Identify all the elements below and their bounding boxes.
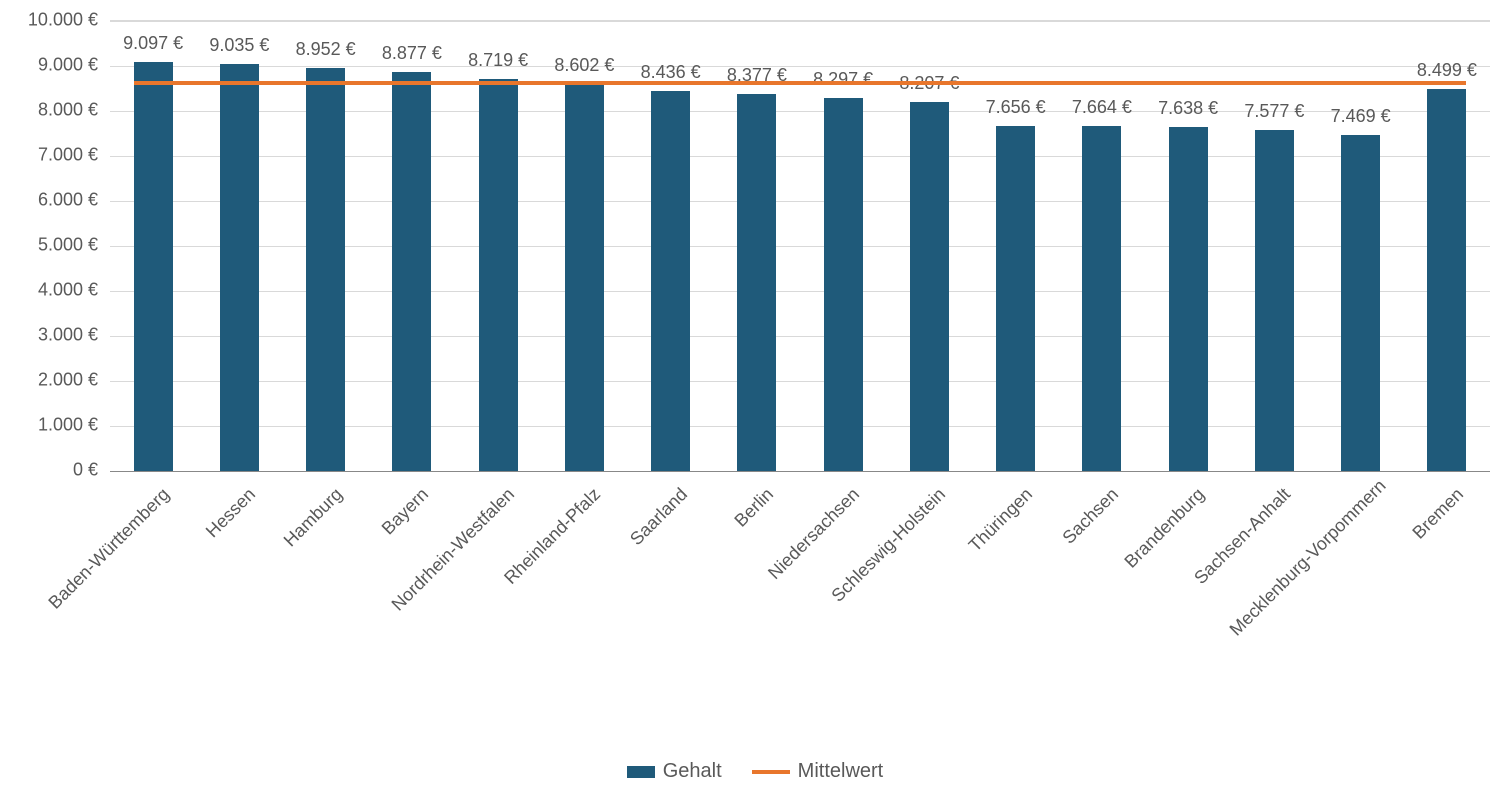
bar-value-label: 9.035 € — [209, 35, 269, 56]
bar-value-label: 7.469 € — [1331, 106, 1391, 127]
legend-swatch-line — [752, 770, 790, 774]
bar — [824, 98, 863, 471]
ytick-label: 0 € — [0, 460, 98, 481]
legend-item-gehalt: Gehalt — [627, 760, 722, 783]
ytick-label: 5.000 € — [0, 235, 98, 256]
xtick-label: Thüringen — [880, 484, 1036, 640]
gridline — [110, 21, 1490, 22]
salary-bar-chart: Gehalt Mittelwert 0 € 1.000 € 2.000 € 3.000… — [0, 0, 1510, 809]
bar — [392, 72, 431, 471]
xtick-label: Sachsen — [966, 484, 1122, 640]
bar-value-label: 7.664 € — [1072, 97, 1132, 118]
xtick-label: Saarland — [535, 484, 691, 640]
xtick-label: Brandenburg — [1053, 484, 1209, 640]
bar — [1255, 130, 1294, 471]
bar — [1341, 135, 1380, 471]
xtick-label: Berlin — [621, 484, 777, 640]
bar-value-label: 7.638 € — [1158, 98, 1218, 119]
ytick-label: 3.000 € — [0, 325, 98, 346]
xtick-label: Baden-Württemberg — [18, 484, 174, 640]
bar-value-label: 9.097 € — [123, 33, 183, 54]
legend-item-mittelwert: Mittelwert — [752, 760, 884, 783]
bar — [1427, 89, 1466, 471]
bar-value-label: 8.297 € — [813, 69, 873, 90]
bar — [479, 79, 518, 471]
xtick-label: Niedersachsen — [708, 484, 864, 640]
xtick-label: Hessen — [104, 484, 260, 640]
legend-label-mittelwert: Mittelwert — [798, 760, 884, 783]
xtick-label: Bremen — [1311, 484, 1467, 640]
xtick-label: Sachsen-Anhalt — [1139, 484, 1295, 640]
xtick-label: Nordrhein-Westfalen — [363, 484, 519, 640]
bar — [1169, 127, 1208, 471]
bar — [651, 91, 690, 471]
plot-area — [110, 20, 1490, 472]
bar — [220, 64, 259, 471]
legend-label-gehalt: Gehalt — [663, 760, 722, 783]
xtick-label: Schleswig-Holstein — [794, 484, 950, 640]
bar-value-label: 8.877 € — [382, 43, 442, 64]
ytick-label: 7.000 € — [0, 145, 98, 166]
bar-value-label: 8.719 € — [468, 50, 528, 71]
ytick-label: 1.000 € — [0, 415, 98, 436]
ytick-label: 2.000 € — [0, 370, 98, 391]
ytick-label: 4.000 € — [0, 280, 98, 301]
xtick-label: Mecklenburg-Vorpommern — [1225, 484, 1381, 640]
bar — [1082, 126, 1121, 471]
ytick-label: 8.000 € — [0, 100, 98, 121]
xtick-label: Bayern — [276, 484, 432, 640]
legend: Gehalt Mittelwert — [0, 760, 1510, 783]
mean-line — [134, 81, 1467, 85]
ytick-label: 6.000 € — [0, 190, 98, 211]
ytick-label: 10.000 € — [0, 10, 98, 31]
bar-value-label: 7.656 € — [986, 97, 1046, 118]
ytick-label: 9.000 € — [0, 55, 98, 76]
xtick-label: Rheinland-Pfalz — [449, 484, 605, 640]
legend-swatch-bar — [627, 766, 655, 778]
bar — [737, 94, 776, 471]
bar-value-label: 8.602 € — [554, 55, 614, 76]
bar-value-label: 8.952 € — [296, 39, 356, 60]
gridline — [110, 66, 1490, 67]
bar — [306, 68, 345, 471]
bar — [134, 62, 173, 471]
bar-value-label: 8.499 € — [1417, 60, 1477, 81]
bar — [910, 102, 949, 471]
bar-value-label: 7.577 € — [1244, 101, 1304, 122]
xtick-label: Hamburg — [190, 484, 346, 640]
bar — [996, 126, 1035, 471]
bar — [565, 84, 604, 471]
